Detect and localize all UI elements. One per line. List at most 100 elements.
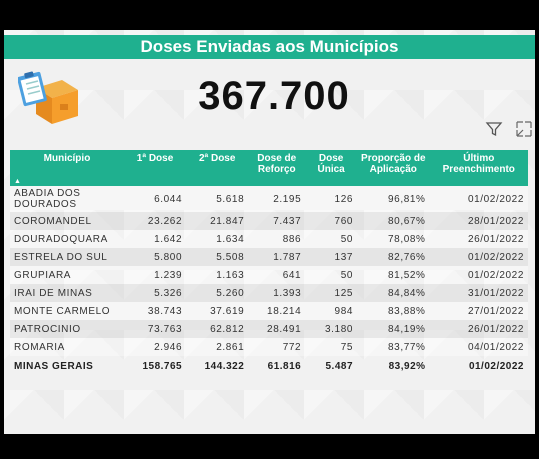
table-cell: 2.946 (123, 338, 187, 356)
column-label: 2ª Dose (198, 153, 236, 164)
table-body: ABADIA DOS DOURADOS 6.044 5.618 2.195 126 96,… (10, 186, 528, 356)
total-cell: 144.322 (204, 361, 245, 372)
sort-ascending-icon[interactable]: ▲ (14, 178, 21, 185)
table-cell: 26/01/2022 (429, 230, 528, 248)
column-label: Município (43, 153, 91, 164)
table-header-row: Município ▲ 1ª Dose 2ª Dose Dose de Refor… (10, 150, 528, 186)
table-cell: COROMANDEL (10, 212, 124, 230)
total-cell: 83,92% (388, 361, 426, 372)
table-cell: 2.195 (248, 186, 306, 212)
table-cell: 2.861 (186, 338, 249, 356)
table-cell: 1.634 (186, 230, 249, 248)
total-cell: 01/02/2022 (468, 361, 524, 372)
table-cell: ROMARIA (10, 338, 124, 356)
table-cell: 3.180 (305, 320, 358, 338)
table-row[interactable]: DOURADOQUARA 1.642 1.634 886 50 78,08% 26/01/2… (10, 230, 528, 248)
table-cell: 5.618 (186, 186, 249, 212)
column-header-dose-unica[interactable]: Dose Única (305, 150, 358, 186)
table-cell: 96,81% (357, 186, 430, 212)
table-row[interactable]: ESTRELA DO SUL 5.800 5.508 1.787 137 82,76% 01… (10, 248, 528, 266)
table-cell: 1.163 (186, 266, 249, 284)
table-cell: ESTRELA DO SUL (10, 248, 124, 266)
table-cell: 6.044 (123, 186, 187, 212)
total-cell: MINAS GERAIS (14, 361, 94, 372)
table-row[interactable]: ROMARIA 2.946 2.861 772 75 83,77% 04/01/2022 (10, 338, 528, 356)
table-cell: 73.763 (123, 320, 187, 338)
table-cell: 75 (305, 338, 358, 356)
table-cell: 82,76% (357, 248, 430, 266)
table-cell: 1.239 (123, 266, 187, 284)
column-label: Dose Única (317, 153, 345, 175)
table-cell: 80,67% (357, 212, 430, 230)
table-row[interactable]: COROMANDEL 23.262 21.847 7.437 760 80,67% 28/0… (10, 212, 528, 230)
table-cell: IRAI DE MINAS (10, 284, 124, 302)
table-cell: 37.619 (186, 302, 249, 320)
table-cell: 62.812 (186, 320, 249, 338)
table-cell: 83,77% (357, 338, 430, 356)
table-cell: 84,19% (357, 320, 430, 338)
clipboard-box-icon (17, 68, 82, 126)
table-cell: GRUPIARA (10, 266, 124, 284)
table-cell: MONTE CARMELO (10, 302, 124, 320)
table-cell: 81,52% (357, 266, 430, 284)
column-header-municipio[interactable]: Município ▲ (10, 150, 124, 186)
table-cell: 984 (305, 302, 358, 320)
table-cell: 04/01/2022 (429, 338, 528, 356)
column-label: Último Preenchimento (442, 153, 515, 175)
table-cell: 5.260 (186, 284, 249, 302)
report-card: Doses Enviadas aos Municípios 367.700 (4, 30, 535, 434)
table-total-row: MINAS GERAIS 158.765 144.322 61.816 5.48… (10, 356, 528, 377)
table-cell: 5.800 (123, 248, 187, 266)
table-row[interactable]: IRAI DE MINAS 5.326 5.260 1.393 125 84,84% 31/… (10, 284, 528, 302)
table-cell: 01/02/2022 (429, 248, 528, 266)
visual-toolbar (485, 120, 533, 138)
table-cell: 641 (248, 266, 306, 284)
table-cell: 21.847 (186, 212, 249, 230)
table-cell: 1.393 (248, 284, 306, 302)
table-cell: 28/01/2022 (429, 212, 528, 230)
table-cell: 1.787 (248, 248, 306, 266)
column-header-ultimo-preenchimento[interactable]: Último Preenchimento (429, 150, 528, 186)
table-row[interactable]: PATROCINIO 73.763 62.812 28.491 3.180 84,19% 2… (10, 320, 528, 338)
total-cell: 5.487 (325, 361, 354, 372)
table-cell: 5.508 (186, 248, 249, 266)
total-doses-value: 367.700 (198, 74, 350, 118)
table-cell: DOURADOQUARA (10, 230, 124, 248)
table-cell: 23.262 (123, 212, 187, 230)
table-cell: 01/02/2022 (429, 186, 528, 212)
table-cell: 18.214 (248, 302, 306, 320)
table-cell: PATROCINIO (10, 320, 124, 338)
table-row[interactable]: GRUPIARA 1.239 1.163 641 50 81,52% 01/02/2022 (10, 266, 528, 284)
table-cell: 78,08% (357, 230, 430, 248)
column-header-proporcao[interactable]: Proporção de Aplicação (357, 150, 430, 186)
table-cell: 886 (248, 230, 306, 248)
table-cell: 01/02/2022 (429, 266, 528, 284)
column-label: Proporção de Aplicação (361, 153, 426, 175)
column-header-dose-reforco[interactable]: Dose de Reforço (248, 150, 306, 186)
table-cell: 760 (305, 212, 358, 230)
focus-mode-icon[interactable] (515, 120, 533, 138)
table-cell: 26/01/2022 (429, 320, 528, 338)
table-cell: 28.491 (248, 320, 306, 338)
table-cell: 27/01/2022 (429, 302, 528, 320)
table-cell: 7.437 (248, 212, 306, 230)
table-cell: 126 (305, 186, 358, 212)
filter-icon[interactable] (485, 120, 503, 138)
table-cell: 50 (305, 230, 358, 248)
table-row[interactable]: MONTE CARMELO 38.743 37.619 18.214 984 83,88%… (10, 302, 528, 320)
table-cell: 38.743 (123, 302, 187, 320)
column-label: Dose de Reforço (257, 153, 297, 175)
table-cell: ABADIA DOS DOURADOS (10, 186, 124, 212)
total-cell: 61.816 (267, 361, 302, 372)
table-cell: 84,84% (357, 284, 430, 302)
table-cell: 5.326 (123, 284, 187, 302)
table-cell: 125 (305, 284, 358, 302)
table-row[interactable]: ABADIA DOS DOURADOS 6.044 5.618 2.195 126 96,… (10, 186, 528, 212)
table-cell: 83,88% (357, 302, 430, 320)
table-cell: 50 (305, 266, 358, 284)
report-title: Doses Enviadas aos Municípios (4, 35, 535, 59)
column-header-1a-dose[interactable]: 1ª Dose (123, 150, 187, 186)
column-header-2a-dose[interactable]: 2ª Dose (186, 150, 249, 186)
table-cell: 137 (305, 248, 358, 266)
column-label: 1ª Dose (136, 153, 174, 164)
